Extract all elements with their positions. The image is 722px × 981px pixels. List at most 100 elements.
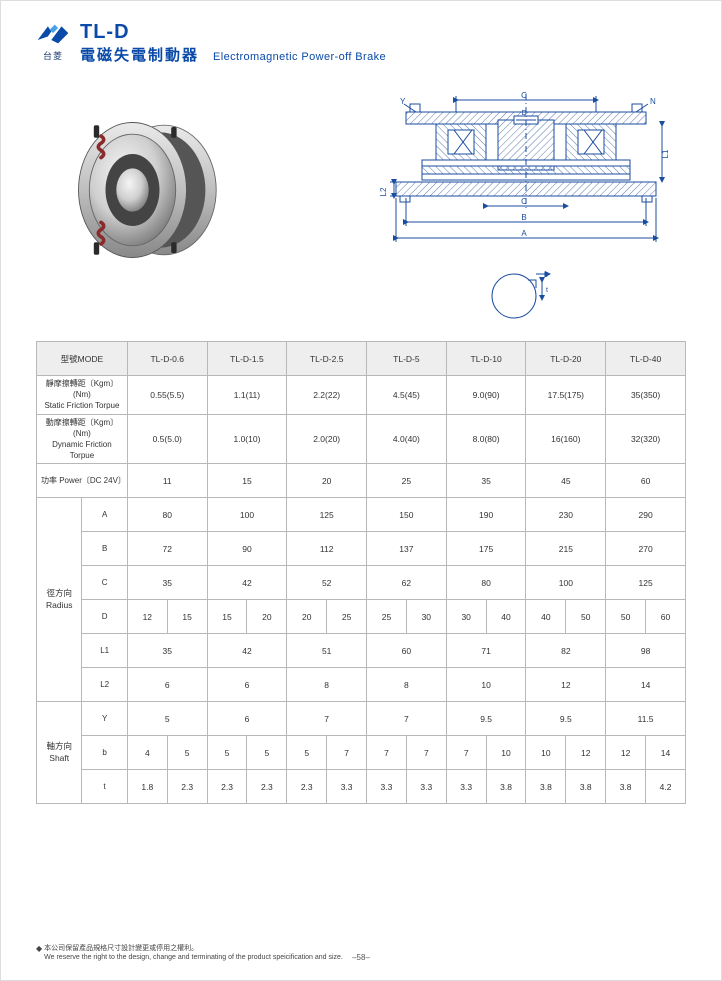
- table-row: t1.82.32.32.32.33.33.33.33.33.83.83.83.8…: [37, 770, 686, 804]
- table-cell: 7: [287, 702, 367, 736]
- model-header: TL-D-20: [526, 342, 606, 376]
- dim-t: t: [546, 287, 548, 294]
- table-cell: 11.5: [606, 702, 686, 736]
- table-cell: 230: [526, 498, 606, 532]
- table-cell: L1: [82, 634, 127, 668]
- dim-n: N: [650, 97, 656, 106]
- table-cell: 40: [486, 600, 526, 634]
- diagram-column: C D Y N C B A L1 L2: [366, 90, 676, 323]
- table-cell: 3.8: [526, 770, 566, 804]
- table-cell: 25: [367, 600, 407, 634]
- table-cell: L2: [82, 668, 127, 702]
- table-cell: 8: [367, 668, 447, 702]
- table-cell: 175: [446, 532, 526, 566]
- product-photo: [46, 90, 246, 290]
- table-cell: 100: [207, 498, 287, 532]
- table-cell: 25: [367, 464, 447, 498]
- table-row: C3542526280100125: [37, 566, 686, 600]
- subtitle-cn: 電磁失電制動器: [80, 44, 199, 65]
- table-cell: 112: [287, 532, 367, 566]
- table-cell: 16(160): [526, 414, 606, 464]
- table-cell: 9.5: [526, 702, 606, 736]
- model-header: TL-D-40: [606, 342, 686, 376]
- table-cell: 42: [207, 634, 287, 668]
- model-header: TL-D-1.5: [207, 342, 287, 376]
- table-cell: 60: [367, 634, 447, 668]
- table-cell: 72: [127, 532, 207, 566]
- table-cell: 11: [127, 464, 207, 498]
- brand-logo-icon: [36, 21, 70, 47]
- table-cell: 25: [327, 600, 367, 634]
- table-cell: 2.3: [247, 770, 287, 804]
- footer-en: We reserve the right to the design, chan…: [44, 953, 343, 962]
- table-cell: 3.8: [566, 770, 606, 804]
- dim-l1: L1: [661, 149, 670, 158]
- table-cell: 12: [606, 736, 646, 770]
- dim-c-mid: C: [521, 197, 527, 206]
- table-cell: D: [82, 600, 127, 634]
- table-cell: 15: [207, 464, 287, 498]
- table-cell: 5: [287, 736, 327, 770]
- table-cell: 2.3: [287, 770, 327, 804]
- table-cell: 35: [127, 634, 207, 668]
- table-cell: 20: [247, 600, 287, 634]
- table-cell: 270: [606, 532, 686, 566]
- table-cell: 5: [167, 736, 207, 770]
- table-cell: 7: [406, 736, 446, 770]
- table-row: b4555577771010121214: [37, 736, 686, 770]
- table-row: 徑方向RadiusA80100125150190230290: [37, 498, 686, 532]
- table-row: L135425160718298: [37, 634, 686, 668]
- table-cell: 42: [207, 566, 287, 600]
- mode-header: 型號MODE: [37, 342, 128, 376]
- table-cell: 80: [127, 498, 207, 532]
- table-cell: Y: [82, 702, 127, 736]
- table-cell: 125: [606, 566, 686, 600]
- table-cell: 3.3: [327, 770, 367, 804]
- table-cell: 215: [526, 532, 606, 566]
- table-cell: 35: [446, 464, 526, 498]
- table-cell: 7: [367, 702, 447, 736]
- table-cell: 4: [127, 736, 167, 770]
- table-cell: 10: [486, 736, 526, 770]
- technical-drawing: C D Y N C B A L1 L2: [366, 90, 676, 260]
- table-cell: 6: [207, 702, 287, 736]
- page-header: 台菱 TL-D 電磁失電制動器 Electromagnetic Power-of…: [36, 21, 686, 65]
- spec-table: 型號MODE TL-D-0.6 TL-D-1.5 TL-D-2.5 TL-D-5…: [36, 341, 686, 804]
- table-cell: 3.3: [367, 770, 407, 804]
- page-container: 台菱 TL-D 電磁失電制動器 Electromagnetic Power-of…: [0, 0, 722, 981]
- table-cell: 125: [287, 498, 367, 532]
- table-cell: 12: [127, 600, 167, 634]
- table-cell: 90: [207, 532, 287, 566]
- model-code: TL-D: [80, 21, 386, 44]
- table-cell: 1.1(11): [207, 376, 287, 415]
- table-cell: t: [82, 770, 127, 804]
- table-cell: 2.0(20): [287, 414, 367, 464]
- table-row: 軸方向ShaftY56779.59.511.5: [37, 702, 686, 736]
- table-cell: 7: [327, 736, 367, 770]
- table-cell: 71: [446, 634, 526, 668]
- table-cell: b: [82, 736, 127, 770]
- table-cell: 9.0(90): [446, 376, 526, 415]
- table-row: B7290112137175215270: [37, 532, 686, 566]
- subtitle-en: Electromagnetic Power-off Brake: [213, 51, 386, 63]
- table-cell: 4.5(45): [367, 376, 447, 415]
- table-cell: 32(320): [606, 414, 686, 464]
- table-cell: 51: [287, 634, 367, 668]
- table-cell: 功率 Power〔DC 24V〕: [37, 464, 128, 498]
- table-cell: 14: [646, 736, 686, 770]
- table-cell: 2.3: [167, 770, 207, 804]
- table-row: D1215152020252530304040505060: [37, 600, 686, 634]
- table-cell: 10: [526, 736, 566, 770]
- table-cell: 動摩擦轉距〔Kgm〕(Nm)Dynamic Friction Torpue: [37, 414, 128, 464]
- table-cell: 15: [167, 600, 207, 634]
- model-header: TL-D-5: [367, 342, 447, 376]
- table-cell: 17.5(175): [526, 376, 606, 415]
- model-header: TL-D-0.6: [127, 342, 207, 376]
- table-cell: 1.0(10): [207, 414, 287, 464]
- dim-b-small: b: [544, 272, 548, 279]
- dim-l2: L2: [379, 187, 388, 196]
- bullet-icon: ◆: [36, 944, 42, 954]
- table-cell: 5: [207, 736, 247, 770]
- table-cell: 190: [446, 498, 526, 532]
- table-row: L26688101214: [37, 668, 686, 702]
